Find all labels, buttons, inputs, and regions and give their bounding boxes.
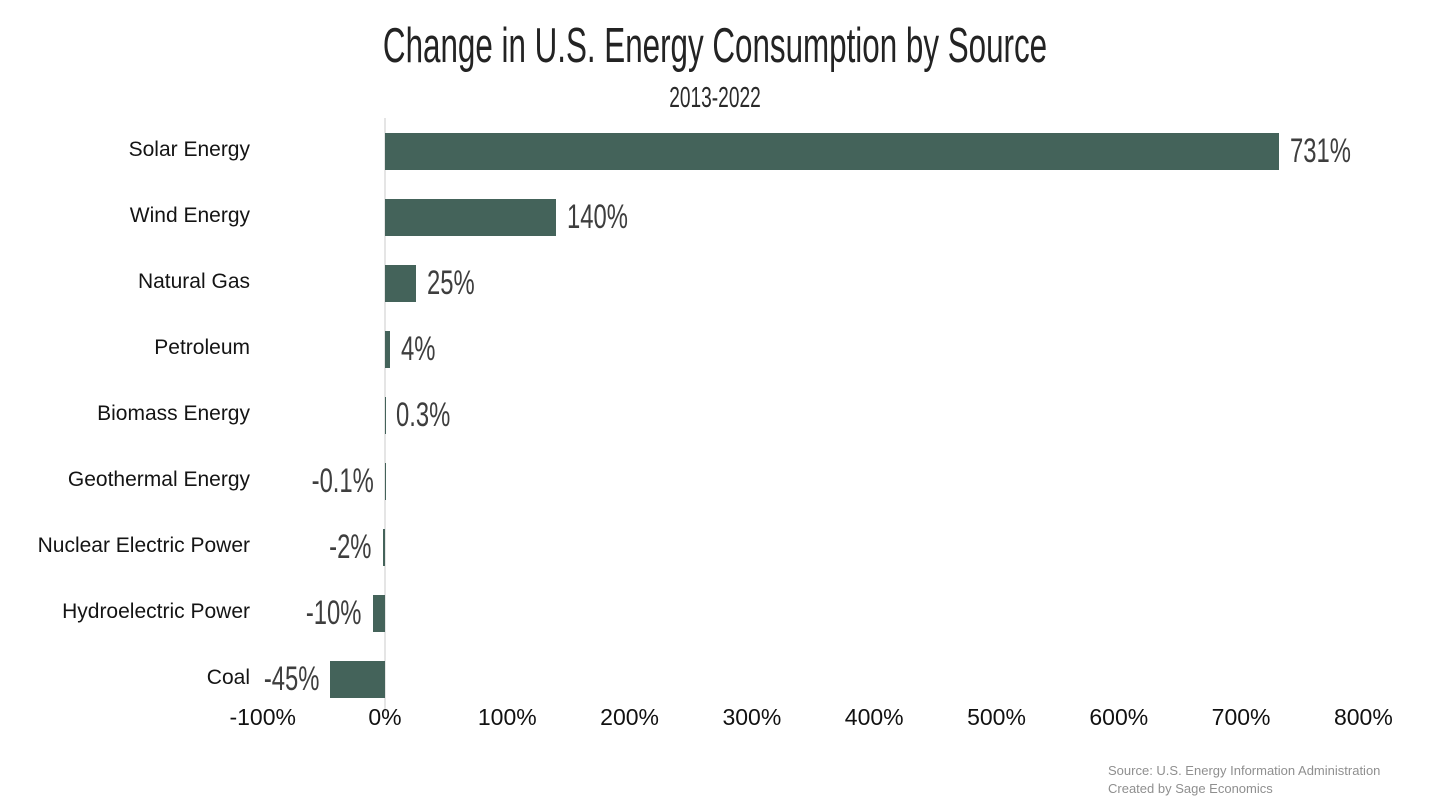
bar bbox=[385, 330, 390, 368]
category-label: Biomass Energy bbox=[97, 402, 250, 425]
x-tick-label: 300% bbox=[722, 704, 782, 730]
value-label: 25% bbox=[426, 263, 475, 302]
chart-title: Change in U.S. Energy Consumption by Sou… bbox=[382, 19, 1048, 73]
category-label: Coal bbox=[206, 666, 250, 689]
category-label: Natural Gas bbox=[137, 270, 250, 293]
x-tick-label: 600% bbox=[1089, 704, 1149, 730]
value-label: 731% bbox=[1290, 131, 1351, 170]
x-tick-label: -100% bbox=[229, 704, 296, 730]
category-label: Wind Energy bbox=[129, 204, 250, 227]
category-label: Geothermal Energy bbox=[67, 468, 250, 491]
value-label: 4% bbox=[400, 329, 436, 368]
source-note: Source: U.S. Energy Information Administ… bbox=[1108, 762, 1380, 798]
x-tick-label: 500% bbox=[967, 704, 1026, 730]
category-label: Solar Energy bbox=[128, 138, 250, 161]
chart-subtitle: 2013-2022 bbox=[669, 82, 761, 114]
x-tick-label: 700% bbox=[1211, 704, 1271, 730]
bar bbox=[329, 660, 385, 698]
x-tick-label: 800% bbox=[1333, 704, 1393, 730]
bar bbox=[385, 198, 557, 236]
plot-area: Solar Energy 731% Wind Energy 140% Natural G… bbox=[0, 118, 1430, 712]
x-tick-label: 200% bbox=[600, 704, 660, 730]
category-label: Hydroelectric Power bbox=[62, 600, 250, 623]
value-label: 140% bbox=[567, 197, 629, 236]
value-label: -10% bbox=[306, 593, 362, 632]
x-tick-label: 0% bbox=[368, 704, 402, 730]
category-label: Petroleum bbox=[154, 336, 250, 359]
x-tick-label: 100% bbox=[477, 704, 537, 730]
bar bbox=[382, 528, 385, 566]
bar bbox=[385, 132, 1279, 170]
x-tick-label: 400% bbox=[844, 704, 904, 730]
value-label: -0.1% bbox=[311, 461, 374, 500]
value-label: -45% bbox=[263, 659, 319, 698]
bar bbox=[385, 264, 416, 302]
value-label: 0.3% bbox=[396, 395, 451, 434]
source-line-2: Created by Sage Economics bbox=[1108, 781, 1273, 796]
bar bbox=[372, 594, 385, 632]
value-label: -2% bbox=[329, 527, 372, 566]
source-line-1: Source: U.S. Energy Information Administ… bbox=[1108, 763, 1381, 778]
category-label: Nuclear Electric Power bbox=[37, 534, 250, 557]
